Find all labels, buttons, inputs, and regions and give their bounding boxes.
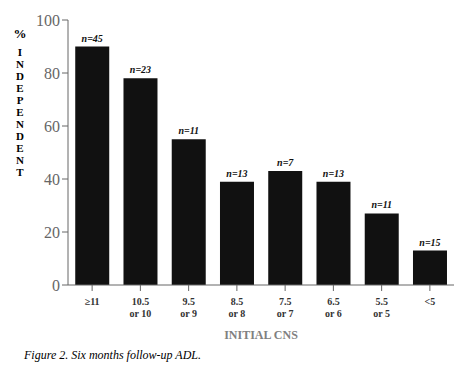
svg-text:80: 80 — [44, 65, 60, 82]
html-text:T: T — [16, 166, 24, 178]
svg-text:n=13: n=13 — [323, 168, 344, 179]
svg-text:n=45: n=45 — [82, 33, 103, 44]
svg-text:n=7: n=7 — [277, 157, 294, 168]
svg-text:INITIAL CNS: INITIAL CNS — [224, 328, 298, 342]
html-text:P: P — [16, 94, 24, 106]
svg-text:40: 40 — [44, 171, 60, 188]
svg-text:n=11: n=11 — [178, 125, 199, 136]
svg-text:n=23: n=23 — [130, 64, 151, 75]
svg-text:9.5or 9: 9.5or 9 — [180, 296, 197, 319]
svg-text:8.5or 8: 8.5or 8 — [228, 296, 245, 319]
svg-text:n=11: n=11 — [371, 199, 392, 210]
svg-text:5.5or 5: 5.5or 5 — [373, 296, 390, 319]
html-text:N: N — [16, 58, 24, 70]
svg-text:6.5or 6: 6.5or 6 — [325, 296, 342, 319]
html-text:Figure 2. Six months follow-up: Figure 2. Six months follow-up ADL. — [24, 348, 201, 362]
html-text:E: E — [16, 106, 24, 118]
svg-text:≥11: ≥11 — [85, 296, 100, 307]
svg-text:n=15: n=15 — [419, 237, 440, 248]
svg-text:7.5or 7: 7.5or 7 — [277, 296, 294, 319]
svg-text:20: 20 — [44, 224, 60, 241]
svg-text:10.5or 10: 10.5or 10 — [129, 296, 151, 319]
svg-text:n=13: n=13 — [226, 168, 247, 179]
html-text:E: E — [16, 82, 24, 94]
html-text:N: N — [16, 118, 24, 130]
html-text:D: D — [16, 70, 24, 82]
html-text:D: D — [16, 130, 24, 142]
svg-text:<5: <5 — [425, 296, 436, 307]
html-text:E: E — [16, 142, 24, 154]
html-text:N: N — [16, 154, 24, 166]
svg-text:100: 100 — [36, 12, 60, 29]
html-text:I: I — [17, 46, 23, 58]
svg-text:0: 0 — [52, 277, 60, 294]
svg-text:60: 60 — [44, 118, 60, 135]
